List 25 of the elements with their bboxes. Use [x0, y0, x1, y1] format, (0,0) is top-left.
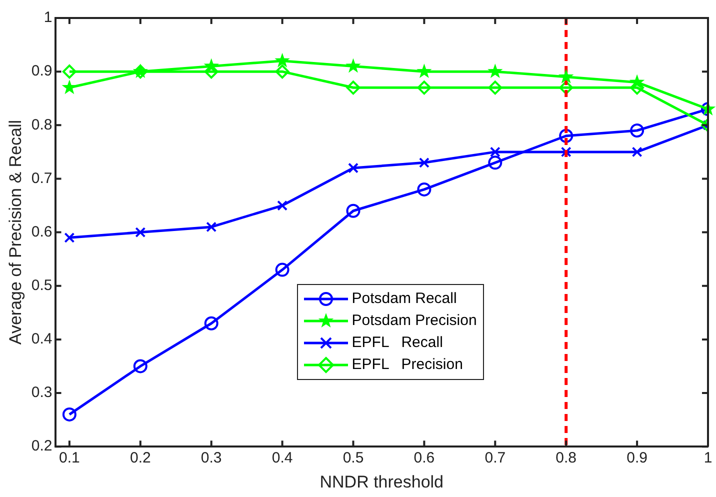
x-tick-label: 0.7	[484, 450, 506, 467]
y-axis-title: Average of Precision & Recall	[6, 120, 25, 345]
legend-label: Potsdam Precision	[352, 312, 477, 330]
y-tick-label: 0.6	[31, 223, 52, 240]
x-tick-label: 0.1	[59, 450, 80, 467]
y-tick-label: 0.5	[31, 277, 52, 294]
x-tick-label: 0.4	[272, 450, 293, 467]
y-tick-label: 0.2	[31, 438, 52, 455]
y-tick-label: 0.7	[31, 170, 52, 187]
x-tick-label: 0.8	[556, 450, 577, 467]
x-axis-title: NNDR threshold	[320, 472, 444, 492]
y-tick-label: 0.9	[31, 62, 52, 80]
x-tick-label: 0.3	[200, 450, 222, 467]
legend-label: Potsdam Recall	[352, 290, 457, 308]
x-tick-label: 1	[704, 450, 712, 467]
legend-label: EPFL Precision	[352, 356, 463, 374]
x-tick-label: 0.5	[342, 450, 364, 467]
y-tick-label: 0.8	[31, 116, 52, 134]
x-tick-label: 0.6	[414, 450, 435, 467]
y-tick-label: 1	[44, 9, 52, 26]
y-tick-label: 0.3	[31, 384, 52, 402]
x-tick-label: 0.9	[626, 450, 648, 467]
x-tick-label: 0.2	[130, 450, 151, 467]
y-tick-label: 0.4	[31, 330, 52, 348]
legend-label: EPFL Recall	[352, 334, 443, 352]
